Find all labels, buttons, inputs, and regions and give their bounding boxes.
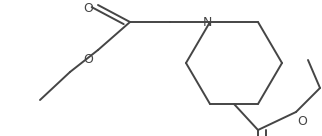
Text: O: O [297, 115, 307, 128]
Text: O: O [83, 53, 93, 66]
Text: O: O [83, 2, 93, 15]
Text: N: N [202, 16, 212, 29]
